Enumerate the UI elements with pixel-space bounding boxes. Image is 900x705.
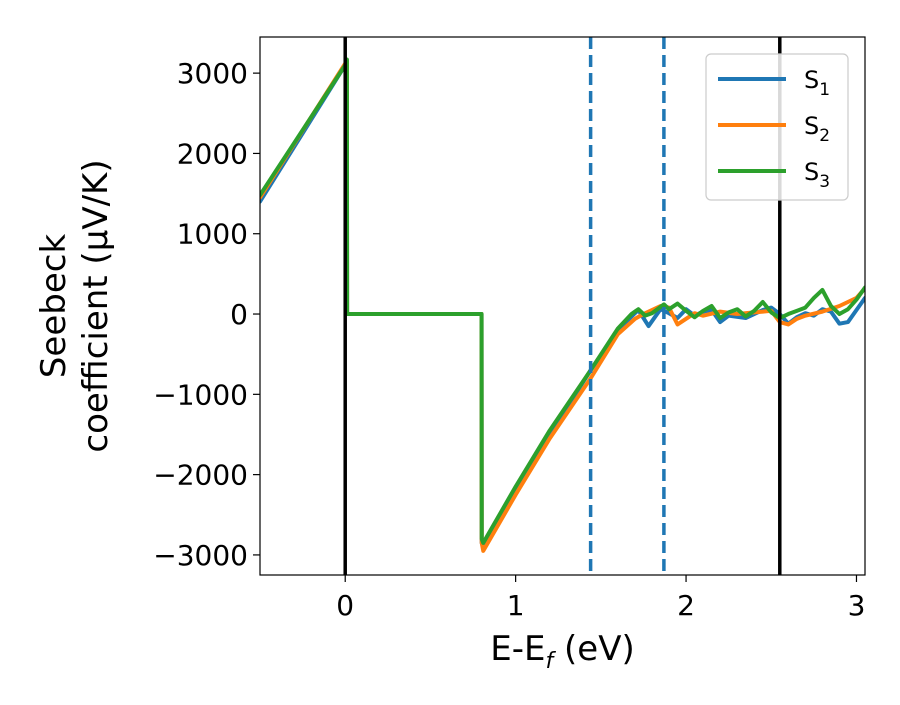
legend: S1 S2 S3 <box>705 53 849 201</box>
plot-layer <box>260 57 865 553</box>
x-tick-label-0: 0 <box>336 589 354 622</box>
legend-label-s2: S2 <box>804 112 830 146</box>
y-tick-label-4: 1000 <box>177 218 248 251</box>
tick-layer: 0 1 2 3 −3000 −2000 −1000 0 1000 2000 3000 <box>153 57 865 622</box>
y-tick-label-5: 2000 <box>177 137 248 170</box>
y-tick-label-1: −2000 <box>153 459 248 492</box>
y-tick-label-6: 3000 <box>177 57 248 90</box>
y-tick-label-3: 0 <box>230 298 248 331</box>
plot-frame <box>259 36 866 576</box>
x-axis-title: E-Ef (eV) <box>490 629 635 674</box>
legend-label-s3: S3 <box>804 158 830 192</box>
y-tick-label-2: −1000 <box>153 378 248 411</box>
x-tick-label-2: 2 <box>677 589 695 622</box>
y-tick-label-0: −3000 <box>153 539 248 572</box>
legend-label-s1: S1 <box>804 66 830 100</box>
y-axis-title: Seebeckcoefficient (μV/K) <box>34 159 116 452</box>
x-tick-label-1: 1 <box>507 589 525 622</box>
series-line-s3 <box>260 57 865 545</box>
x-tick-label-3: 3 <box>848 589 866 622</box>
